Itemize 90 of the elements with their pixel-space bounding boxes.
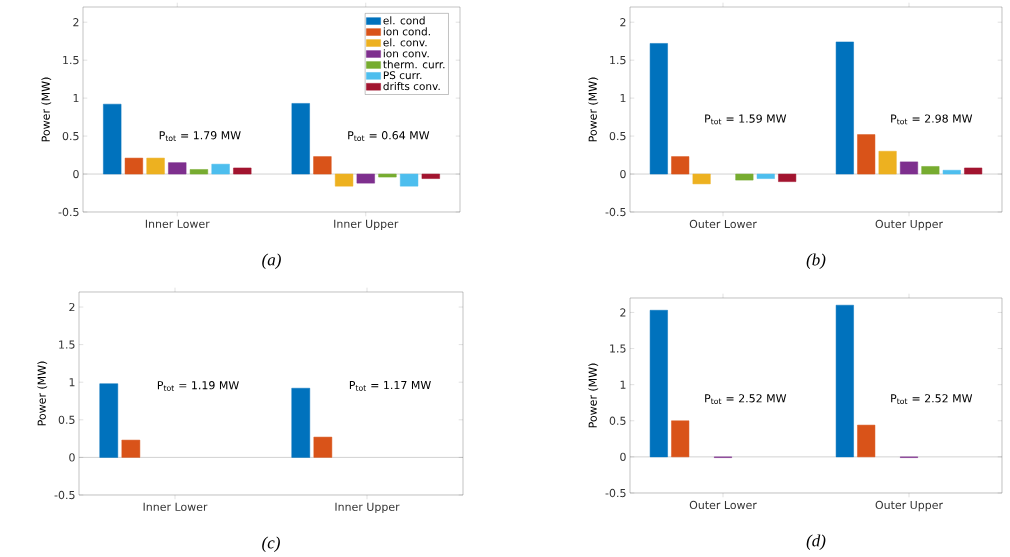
bar [778,173,797,182]
bar [146,157,165,175]
bar [189,169,209,175]
legend-label: el. cond [383,16,425,25]
bar [900,161,918,175]
bar [291,103,310,175]
text: (b) [806,253,826,269]
y-tick-label: 0 [620,169,626,179]
annotation: P$_{tot}$ = 0.64 MW [348,131,430,142]
x-tick-label: Outer Lower [689,500,757,510]
bar [735,173,754,181]
y-tick-label: 0 [73,169,79,179]
bar [964,167,983,175]
bar [756,173,775,179]
bar [378,173,397,178]
bar [835,41,854,175]
bar [649,310,668,458]
bar [400,173,419,187]
y-tick-label: -0.5 [54,490,75,500]
bar [168,162,187,175]
x-tick-label: Inner Upper [335,502,400,514]
legend-label: ion cond. [383,27,430,36]
y-tick-label: 0 [69,453,75,462]
x-tick-label: Inner Upper [334,219,399,231]
bar [421,173,440,179]
y-tick-label: 1 [620,380,626,389]
bar [835,304,854,458]
y-tick-label: 1.5 [610,344,626,353]
x-tick-label: Inner Lower [143,502,208,511]
bar [857,134,876,175]
bar [692,173,711,185]
y-axis-title: Power (MW) [588,77,599,142]
y-tick-label: 1.5 [63,56,79,65]
text: (c) [262,536,280,552]
x-tick-label: Outer Lower [689,219,757,229]
legend-label: PS curr. [383,71,422,80]
annotation: P$_{tot}$ = 2.52 MW [891,394,973,405]
y-tick-label: 0.5 [609,131,626,141]
bar [671,156,690,175]
bar [211,163,230,175]
text: (d) [806,534,826,550]
y-tick-label: 1 [73,94,79,103]
y-tick-label: 2 [620,308,626,317]
y-axis-title: Power (MW) [588,363,599,428]
y-axis-title: Power (MW) [41,77,52,142]
y-tick-label: 1 [69,378,75,387]
y-tick-label: 0.5 [609,416,626,425]
legend-label: el. conv. [383,38,427,47]
y-tick-label: 0.5 [62,131,79,141]
y-tick-label: 1.5 [59,340,75,349]
bar [942,169,961,175]
annotation: P$_{tot}$ = 1.79 MW [159,131,241,142]
bar [103,103,122,175]
legend-label: drifts conv. [383,82,440,91]
annotation: P$_{tot}$ = 1.59 MW [705,114,787,125]
bar [857,424,876,458]
bar [334,173,354,187]
y-tick-label: 2 [69,302,75,312]
annotation: P$_{tot}$ = 2.98 MW [891,114,973,125]
y-tick-label: -0.5 [605,207,626,217]
x-tick-label: Outer Upper [875,500,943,512]
bar [671,420,690,458]
annotation: P$_{tot}$ = 1.17 MW [349,381,431,391]
text: (a) [262,253,281,269]
annotation: P$_{tot}$ = 1.19 MW [157,381,239,391]
y-tick-label: 2 [73,18,79,27]
bar [921,166,940,175]
y-tick-label: 0 [620,452,626,462]
bar [313,436,333,458]
y-tick-label: 0.5 [58,415,75,424]
bar [99,383,119,458]
annotation: P$_{tot}$ = 2.52 MW [705,394,787,405]
y-tick-label: 1.5 [610,56,626,65]
y-tick-label: -0.5 [605,488,626,498]
bar [124,157,144,175]
legend-label: ion conv. [383,49,429,58]
bar [878,151,897,175]
legend-label: therm. curr. [383,60,445,69]
bar [121,439,141,458]
y-tick-label: 2 [620,18,626,27]
bar [649,43,668,175]
bar [233,167,252,175]
x-tick-label: Inner Lower [145,219,210,228]
y-axis-title: Power (MW) [37,361,48,426]
y-tick-label: -0.5 [58,207,79,217]
bar [356,173,375,184]
bar [313,156,332,175]
bar [291,387,311,458]
y-tick-label: 1 [620,94,626,103]
x-tick-label: Outer Upper [875,219,943,231]
